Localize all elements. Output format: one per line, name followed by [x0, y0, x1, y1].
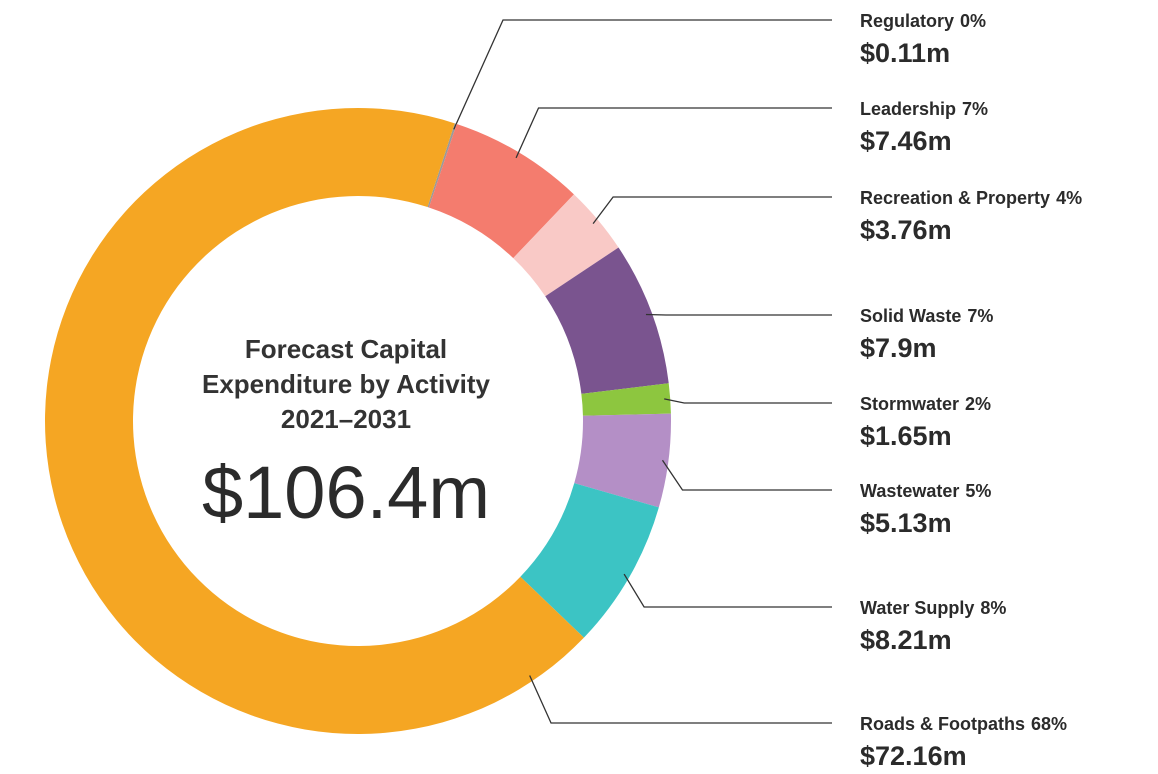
value-label: $1.65m [860, 421, 952, 451]
legend-label: Solid Waste 7% [860, 306, 993, 326]
donut-slice [574, 413, 671, 508]
donut-slice [581, 383, 671, 416]
percent-label: 4% [1056, 188, 1082, 208]
donut-slice [428, 123, 574, 259]
category-name: Roads & Footpaths [860, 714, 1025, 734]
donut-slice [513, 194, 619, 297]
value-label: $5.13m [860, 508, 952, 538]
donut-slice [520, 483, 659, 638]
legend-label: Wastewater 5% [860, 481, 991, 501]
category-name: Solid Waste [860, 306, 961, 326]
value-label: $8.21m [860, 625, 952, 655]
category-name: Regulatory [860, 11, 954, 31]
leader-line [529, 675, 832, 724]
donut-slice [545, 247, 669, 394]
chart-title: 2021–2031 [281, 404, 411, 434]
donut-slice [44, 107, 584, 734]
leader-line [592, 196, 832, 224]
leader-line [453, 19, 832, 130]
legend-label: Recreation & Property 4% [860, 188, 1082, 208]
category-name: Water Supply [860, 598, 974, 618]
legend-label: Leadership 7% [860, 99, 988, 119]
chart-title: Expenditure by Activity [202, 369, 491, 399]
category-name: Wastewater [860, 481, 959, 501]
value-label: $3.76m [860, 215, 952, 245]
chart-title: Forecast Capital [245, 334, 447, 364]
value-label: $7.9m [860, 333, 937, 363]
leader-line [515, 107, 832, 159]
percent-label: 68% [1031, 714, 1067, 734]
leader-line [623, 573, 832, 608]
center-total: $106.4m [202, 451, 490, 534]
category-name: Recreation & Property [860, 188, 1050, 208]
percent-label: 5% [965, 481, 991, 501]
legend-label: Stormwater 2% [860, 394, 991, 414]
donut-slice [427, 123, 457, 208]
category-name: Leadership [860, 99, 956, 119]
category-name: Stormwater [860, 394, 959, 414]
percent-label: 7% [967, 306, 993, 326]
legend-label: Roads & Footpaths 68% [860, 714, 1067, 734]
percent-label: 7% [962, 99, 988, 119]
legend-label: Water Supply 8% [860, 598, 1006, 618]
value-label: $72.16m [860, 741, 967, 771]
percent-label: 2% [965, 394, 991, 414]
leader-line [664, 398, 832, 404]
leader-line [661, 459, 832, 491]
percent-label: 8% [980, 598, 1006, 618]
percent-label: 0% [960, 11, 986, 31]
legend-label: Regulatory 0% [860, 11, 986, 31]
value-label: $7.46m [860, 126, 952, 156]
value-label: $0.11m [860, 38, 950, 68]
